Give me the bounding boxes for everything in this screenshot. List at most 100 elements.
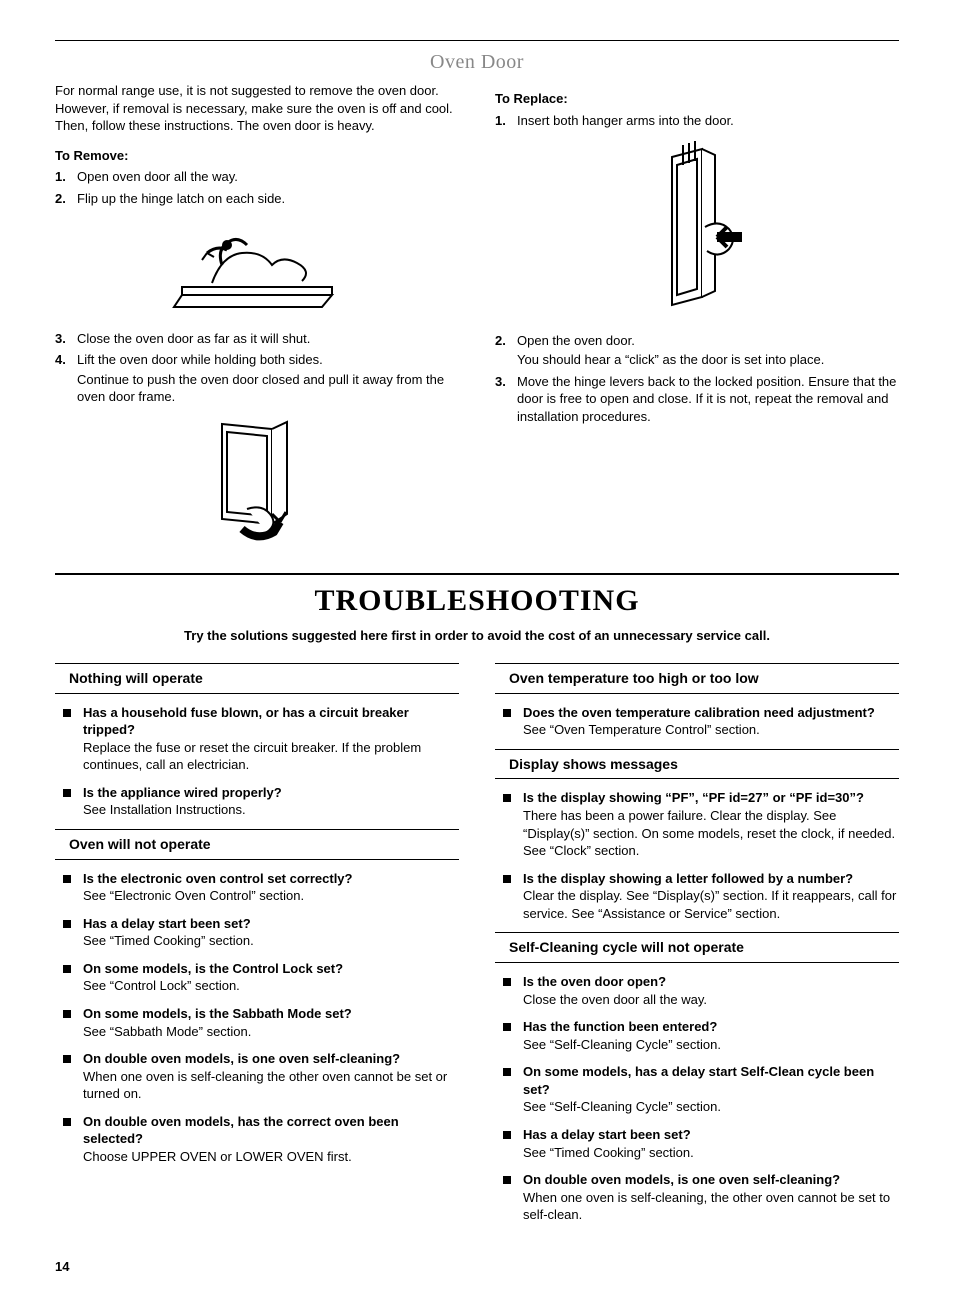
step-number: 2. bbox=[55, 190, 77, 208]
ts-item-text: On some models, is the Sabbath Mode set?… bbox=[83, 1005, 459, 1040]
ts-item: Is the display showing “PF”, “PF id=27” … bbox=[499, 789, 899, 859]
ts-item-text: Does the oven temperature calibration ne… bbox=[523, 704, 899, 739]
ts-answer: See “Electronic Oven Control” section. bbox=[83, 887, 459, 905]
ts-answer: See “Timed Cooking” section. bbox=[523, 1144, 899, 1162]
ts-question: Does the oven temperature calibration ne… bbox=[523, 704, 899, 722]
ts-question: Has a delay start been set? bbox=[523, 1126, 899, 1144]
ts-answer: Choose UPPER OVEN or LOWER OVEN first. bbox=[83, 1148, 459, 1166]
ts-answer: See “Self-Cleaning Cycle” section. bbox=[523, 1098, 899, 1116]
oven-door-title: Oven Door bbox=[55, 49, 899, 76]
step-text: Flip up the hinge latch on each side. bbox=[77, 190, 459, 208]
ts-heading: Nothing will operate bbox=[55, 664, 459, 693]
square-bullet-icon bbox=[503, 1131, 511, 1139]
step-body: Continue to push the oven door closed an… bbox=[77, 371, 459, 406]
ts-answer: When one oven is self-cleaning, the othe… bbox=[523, 1189, 899, 1224]
ts-item-text: Is the display showing “PF”, “PF id=27” … bbox=[523, 789, 899, 859]
ts-item-text: On some models, has a delay start Self-C… bbox=[523, 1063, 899, 1116]
ts-item: Does the oven temperature calibration ne… bbox=[499, 704, 899, 739]
replace-step: 2. Open the oven door. You should hear a… bbox=[495, 332, 899, 369]
ts-item-text: Is the electronic oven control set corre… bbox=[83, 870, 459, 905]
ts-question: On some models, is the Control Lock set? bbox=[83, 960, 459, 978]
page-number: 14 bbox=[55, 1258, 899, 1276]
ts-question: On some models, is the Sabbath Mode set? bbox=[83, 1005, 459, 1023]
step-text: Close the oven door as far as it will sh… bbox=[77, 330, 459, 348]
rule bbox=[55, 693, 459, 694]
ts-group: Oven will not operate bbox=[55, 829, 459, 860]
ts-heading: Oven will not operate bbox=[55, 830, 459, 859]
step-number: 3. bbox=[55, 330, 77, 348]
oven-door-intro: For normal range use, it is not suggeste… bbox=[55, 82, 459, 135]
ts-item: On double oven models, has the correct o… bbox=[59, 1113, 459, 1166]
ts-item-text: On some models, is the Control Lock set?… bbox=[83, 960, 459, 995]
step-number: 2. bbox=[495, 332, 517, 369]
ts-answer: See “Self-Cleaning Cycle” section. bbox=[523, 1036, 899, 1054]
ts-question: Has a household fuse blown, or has a cir… bbox=[83, 704, 459, 739]
square-bullet-icon bbox=[63, 1055, 71, 1063]
ts-answer: See Installation Instructions. bbox=[83, 801, 459, 819]
remove-step: 1. Open oven door all the way. bbox=[55, 168, 459, 186]
remove-steps: 1. Open oven door all the way. 2. Flip u… bbox=[55, 168, 459, 207]
rule bbox=[495, 693, 899, 694]
ts-item-text: Is the appliance wired properly?See Inst… bbox=[83, 784, 459, 819]
ts-question: Is the electronic oven control set corre… bbox=[83, 870, 459, 888]
hinge-latch-illustration bbox=[55, 215, 459, 320]
ts-question: Is the oven door open? bbox=[523, 973, 899, 991]
major-rule bbox=[55, 573, 899, 575]
square-bullet-icon bbox=[503, 709, 511, 717]
ts-item-text: On double oven models, is one oven self-… bbox=[523, 1171, 899, 1224]
ts-group: Display shows messages bbox=[495, 749, 899, 780]
square-bullet-icon bbox=[63, 965, 71, 973]
ts-group: Self-Cleaning cycle will not operate bbox=[495, 932, 899, 963]
step-text: Open oven door all the way. bbox=[77, 168, 459, 186]
troubleshooting-right: Oven temperature too high or too lowDoes… bbox=[495, 657, 899, 1234]
ts-question: Has the function been entered? bbox=[523, 1018, 899, 1036]
ts-answer: When one oven is self-cleaning the other… bbox=[83, 1068, 459, 1103]
ts-item-text: Is the oven door open?Close the oven doo… bbox=[523, 973, 899, 1008]
ts-item: On some models, has a delay start Self-C… bbox=[499, 1063, 899, 1116]
ts-item-text: Has a household fuse blown, or has a cir… bbox=[83, 704, 459, 774]
step-main: Lift the oven door while holding both si… bbox=[77, 352, 323, 367]
oven-door-columns: For normal range use, it is not suggeste… bbox=[55, 82, 899, 559]
to-remove-heading: To Remove: bbox=[55, 147, 459, 165]
ts-item-text: Has a delay start been set?See “Timed Co… bbox=[523, 1126, 899, 1161]
top-rule bbox=[55, 40, 899, 41]
ts-answer: There has been a power failure. Clear th… bbox=[523, 807, 899, 860]
insert-arms-illustration bbox=[495, 137, 899, 322]
ts-list: Is the display showing “PF”, “PF id=27” … bbox=[495, 789, 899, 922]
ts-item: Has a household fuse blown, or has a cir… bbox=[59, 704, 459, 774]
square-bullet-icon bbox=[503, 875, 511, 883]
rule bbox=[495, 962, 899, 963]
troubleshooting-lead: Try the solutions suggested here first i… bbox=[55, 627, 899, 645]
ts-item: Has the function been entered?See “Self-… bbox=[499, 1018, 899, 1053]
ts-answer: Replace the fuse or reset the circuit br… bbox=[83, 739, 459, 774]
ts-item-text: Has a delay start been set?See “Timed Co… bbox=[83, 915, 459, 950]
square-bullet-icon bbox=[503, 794, 511, 802]
ts-question: Is the display showing a letter followed… bbox=[523, 870, 899, 888]
square-bullet-icon bbox=[63, 789, 71, 797]
troubleshooting-columns: Nothing will operate Has a household fuse… bbox=[55, 657, 899, 1234]
ts-question: On double oven models, has the correct o… bbox=[83, 1113, 459, 1148]
square-bullet-icon bbox=[63, 875, 71, 883]
ts-group: Nothing will operate bbox=[55, 663, 459, 694]
ts-question: On some models, has a delay start Self-C… bbox=[523, 1063, 899, 1098]
ts-question: On double oven models, is one oven self-… bbox=[523, 1171, 899, 1189]
ts-list: Is the oven door open?Close the oven doo… bbox=[495, 973, 899, 1224]
ts-item-text: Has the function been entered?See “Self-… bbox=[523, 1018, 899, 1053]
rule bbox=[495, 778, 899, 779]
remove-step: 3. Close the oven door as far as it will… bbox=[55, 330, 459, 348]
ts-item-text: Is the display showing a letter followed… bbox=[523, 870, 899, 923]
ts-question: Is the appliance wired properly? bbox=[83, 784, 459, 802]
oven-door-right-col: To Replace: 1. Insert both hanger arms i… bbox=[495, 82, 899, 559]
step-text: Open the oven door. You should hear a “c… bbox=[517, 332, 899, 369]
lift-door-illustration bbox=[55, 414, 459, 549]
step-text: Insert both hanger arms into the door. bbox=[517, 112, 899, 130]
step-main: Open the oven door. bbox=[517, 333, 635, 348]
ts-item-text: On double oven models, is one oven self-… bbox=[83, 1050, 459, 1103]
rule bbox=[55, 859, 459, 860]
ts-list: Does the oven temperature calibration ne… bbox=[495, 704, 899, 739]
to-replace-heading: To Replace: bbox=[495, 90, 899, 108]
square-bullet-icon bbox=[63, 920, 71, 928]
replace-steps: 1. Insert both hanger arms into the door… bbox=[495, 112, 899, 130]
ts-item: Has a delay start been set?See “Timed Co… bbox=[59, 915, 459, 950]
ts-item: On some models, is the Control Lock set?… bbox=[59, 960, 459, 995]
